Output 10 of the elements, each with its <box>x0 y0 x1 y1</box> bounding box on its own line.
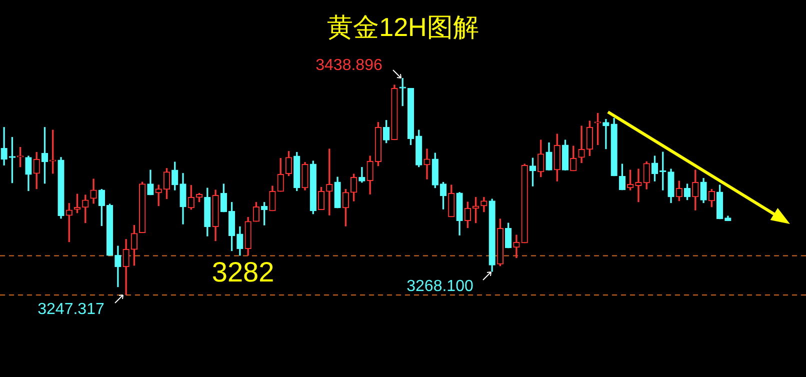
text: 3438.896 <box>314 56 384 76</box>
candlestick <box>578 126 585 164</box>
text: 3247.317 <box>36 300 106 320</box>
chart-title: 黄金12H图解 <box>326 11 480 44</box>
candlestick <box>602 119 610 150</box>
ref-line-label: 3282 <box>212 256 274 288</box>
candlestick <box>635 168 642 202</box>
candlestick <box>424 148 430 180</box>
candlestick <box>513 234 520 258</box>
annotation: 3268.100 <box>406 277 474 297</box>
